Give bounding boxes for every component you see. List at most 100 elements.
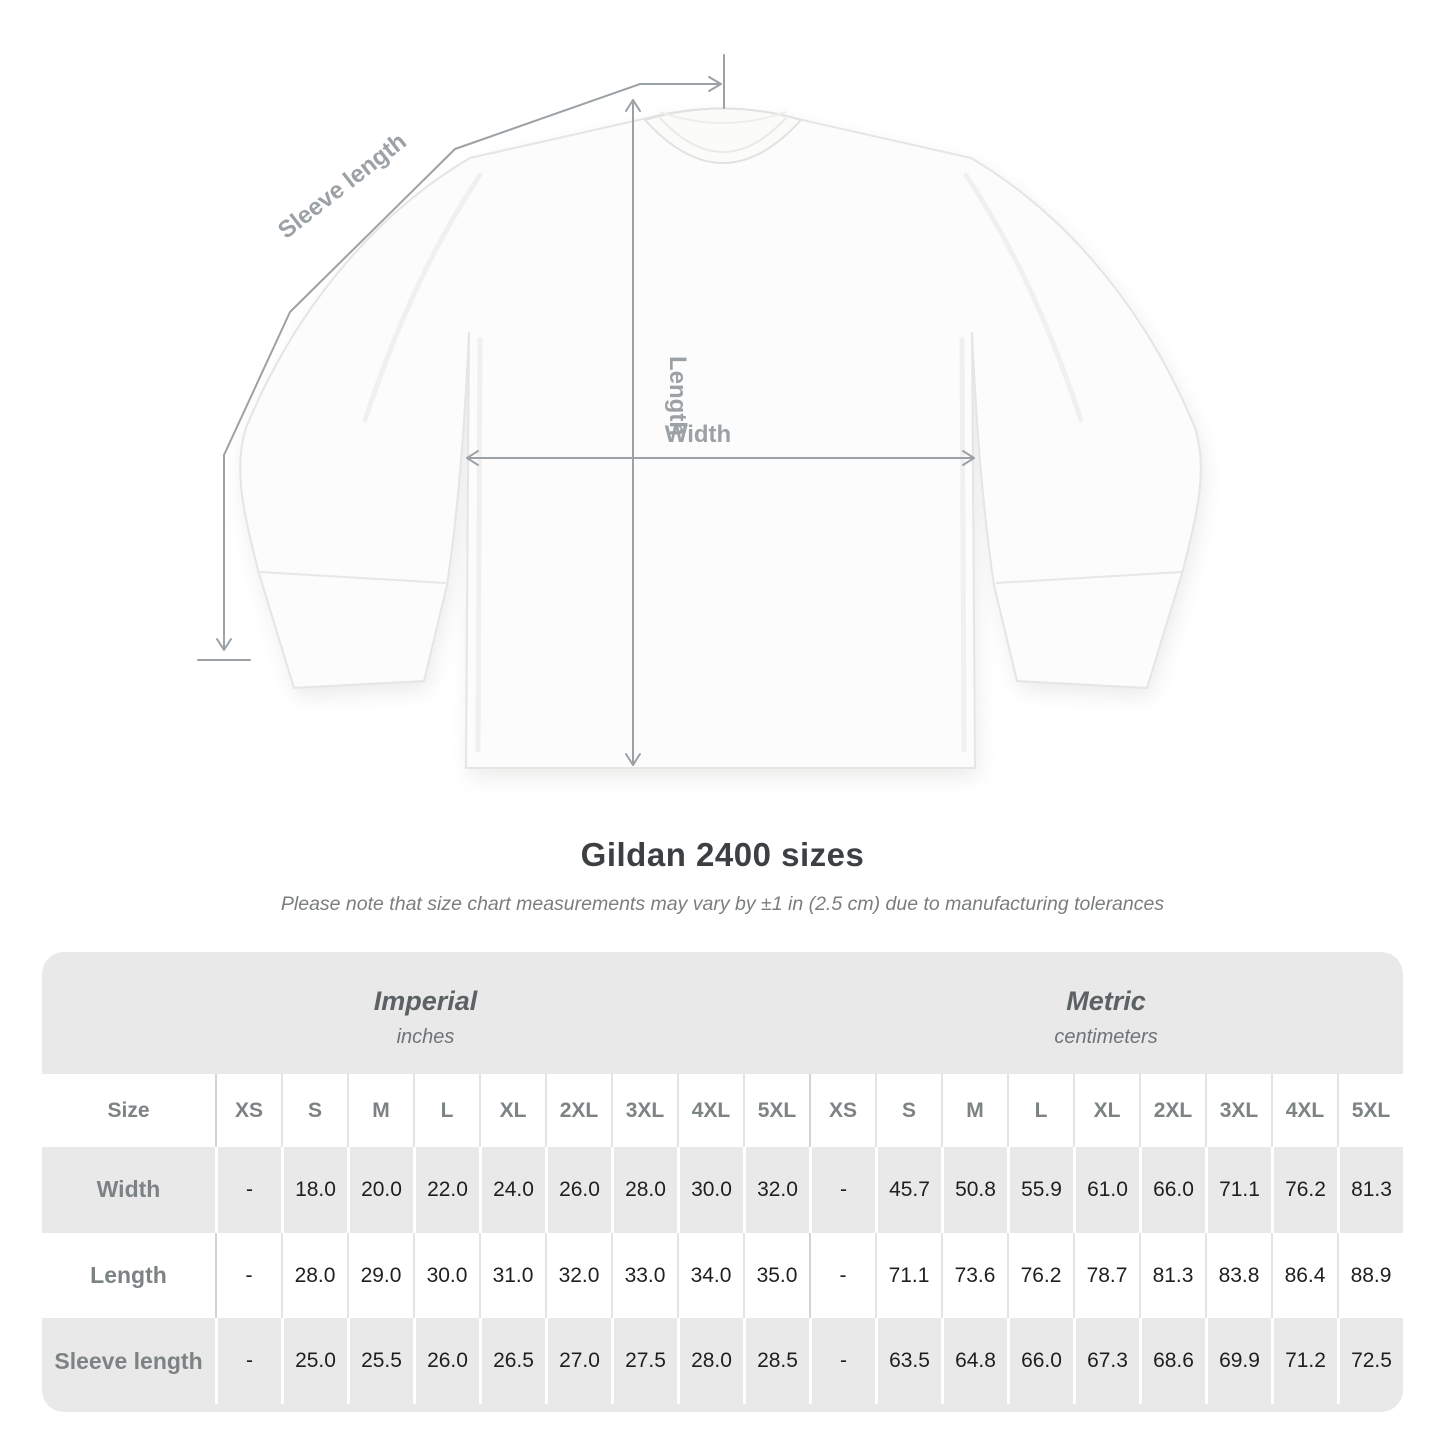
size-col-header: L bbox=[413, 1074, 479, 1147]
value-cell: - bbox=[809, 1318, 875, 1405]
length-label: Length bbox=[664, 356, 691, 436]
value-cell: 55.9 bbox=[1007, 1147, 1073, 1233]
value-cell: 50.8 bbox=[941, 1147, 1007, 1233]
value-cell: 83.8 bbox=[1205, 1232, 1271, 1319]
value-cell: 63.5 bbox=[875, 1318, 941, 1405]
value-cell: 86.4 bbox=[1271, 1232, 1337, 1319]
value-cell: 30.0 bbox=[413, 1232, 479, 1319]
value-cell: - bbox=[215, 1232, 281, 1319]
value-cell: 26.0 bbox=[545, 1147, 611, 1233]
value-cell: - bbox=[215, 1147, 281, 1233]
value-cell: 67.3 bbox=[1073, 1318, 1139, 1405]
imperial-header: Imperial inches bbox=[42, 952, 809, 1074]
imperial-header-unit: inches bbox=[396, 1025, 455, 1048]
value-cell: 88.9 bbox=[1337, 1232, 1403, 1319]
value-cell: 71.1 bbox=[875, 1232, 941, 1319]
metric-header: Metric centimeters bbox=[809, 952, 1403, 1074]
shirt-folds bbox=[362, 172, 1084, 753]
value-cell: 76.2 bbox=[1007, 1232, 1073, 1319]
value-cell: 28.0 bbox=[677, 1318, 743, 1405]
size-col-header: S bbox=[875, 1074, 941, 1147]
size-col-header: 4XL bbox=[1271, 1074, 1337, 1147]
value-cell: 78.7 bbox=[1073, 1232, 1139, 1319]
value-cell: 32.0 bbox=[743, 1147, 809, 1233]
size-col-header: 4XL bbox=[677, 1074, 743, 1147]
value-cell: 26.0 bbox=[413, 1318, 479, 1405]
value-cell: 20.0 bbox=[347, 1147, 413, 1233]
size-col-header: 3XL bbox=[1205, 1074, 1271, 1147]
row-label: Sleeve length bbox=[54, 1347, 203, 1374]
value-cell: 72.5 bbox=[1337, 1318, 1403, 1405]
value-cell: 24.0 bbox=[479, 1147, 545, 1233]
shirt-collar bbox=[643, 107, 803, 164]
size-header-row: Size XS S M L XL 2XL 3XL 4XL 5XL XS S M L XL 2XL 3XL 4XL 5… bbox=[42, 1074, 1403, 1147]
value-cell: 31.0 bbox=[479, 1232, 545, 1319]
value-cell: - bbox=[809, 1232, 875, 1319]
value-cell: 81.3 bbox=[1337, 1147, 1403, 1233]
size-col-header: L bbox=[1007, 1074, 1073, 1147]
value-cell: 76.2 bbox=[1271, 1147, 1337, 1233]
collar-back bbox=[659, 111, 787, 124]
imperial-header-name: Imperial bbox=[373, 985, 478, 1016]
size-col-header: XL bbox=[479, 1074, 545, 1147]
table-row: Sleeve length -25.0 25.5 26.0 26.5 27.0 27.5 28… bbox=[42, 1318, 1403, 1412]
width-label: Width bbox=[665, 421, 731, 448]
size-col-header: XL bbox=[1073, 1074, 1139, 1147]
value-cell: 28.0 bbox=[281, 1232, 347, 1319]
measurement-lines bbox=[197, 54, 975, 766]
value-cell: - bbox=[809, 1147, 875, 1233]
value-cell: 71.1 bbox=[1205, 1147, 1271, 1233]
units-header-row: Imperial inches Metric centimeters bbox=[42, 952, 1403, 1074]
metric-header-unit: centimeters bbox=[1054, 1025, 1158, 1048]
collar-seam bbox=[659, 117, 787, 153]
shirt-diagram: Sleeve length Length Width bbox=[197, 54, 1204, 777]
value-cell: 33.0 bbox=[611, 1232, 677, 1319]
metric-header-name: Metric bbox=[1066, 985, 1146, 1016]
size-col-header: 5XL bbox=[743, 1074, 809, 1147]
size-col-header: XS bbox=[215, 1074, 281, 1147]
shirt-details bbox=[259, 571, 1183, 584]
value-cell: 32.0 bbox=[545, 1232, 611, 1319]
value-cell: 28.0 bbox=[611, 1147, 677, 1233]
row-label: Width bbox=[96, 1176, 161, 1203]
value-cell: 29.0 bbox=[347, 1232, 413, 1319]
value-cell: 68.6 bbox=[1139, 1318, 1205, 1405]
value-cell: 27.5 bbox=[611, 1318, 677, 1405]
value-cell: 64.8 bbox=[941, 1318, 1007, 1405]
value-cell: 22.0 bbox=[413, 1147, 479, 1233]
tolerance-note: Please note that size chart measurements… bbox=[280, 893, 1165, 915]
size-col-header: M bbox=[941, 1074, 1007, 1147]
value-cell: 27.0 bbox=[545, 1318, 611, 1405]
value-cell: 18.0 bbox=[281, 1147, 347, 1233]
value-cell: 34.0 bbox=[677, 1232, 743, 1319]
size-col-header: M bbox=[347, 1074, 413, 1147]
value-cell: 35.0 bbox=[743, 1232, 809, 1319]
value-cell: 30.0 bbox=[677, 1147, 743, 1233]
value-cell: 26.5 bbox=[479, 1318, 545, 1405]
value-cell: 28.5 bbox=[743, 1318, 809, 1405]
value-cell: 66.0 bbox=[1007, 1318, 1073, 1405]
size-col-header: 2XL bbox=[1139, 1074, 1205, 1147]
size-col-header: 3XL bbox=[611, 1074, 677, 1147]
value-cell: 71.2 bbox=[1271, 1318, 1337, 1405]
row-label: Size bbox=[107, 1098, 150, 1122]
value-cell: 45.7 bbox=[875, 1147, 941, 1233]
table-row: Length -28.0 29.0 30.0 31.0 32.0 33.0 34.0 35.0-… bbox=[42, 1232, 1403, 1319]
size-col-header: 2XL bbox=[545, 1074, 611, 1147]
page-title: Gildan 2400 sizes bbox=[580, 836, 865, 873]
value-cell: 61.0 bbox=[1073, 1147, 1139, 1233]
size-col-header: S bbox=[281, 1074, 347, 1147]
table-row: Width -18.0 20.0 22.0 24.0 26.0 28.0 30.0 32.0-4… bbox=[42, 1147, 1403, 1233]
size-table: Imperial inches Metric centimeters Size X… bbox=[42, 952, 1403, 1412]
value-cell: 73.6 bbox=[941, 1232, 1007, 1319]
value-cell: - bbox=[215, 1318, 281, 1405]
row-label: Length bbox=[90, 1262, 167, 1288]
size-col-header: XS bbox=[809, 1074, 875, 1147]
value-cell: 25.5 bbox=[347, 1318, 413, 1405]
value-cell: 81.3 bbox=[1139, 1232, 1205, 1319]
size-col-header: 5XL bbox=[1337, 1074, 1403, 1147]
value-cell: 25.0 bbox=[281, 1318, 347, 1405]
value-cell: 69.9 bbox=[1205, 1318, 1271, 1405]
value-cell: 66.0 bbox=[1139, 1147, 1205, 1233]
